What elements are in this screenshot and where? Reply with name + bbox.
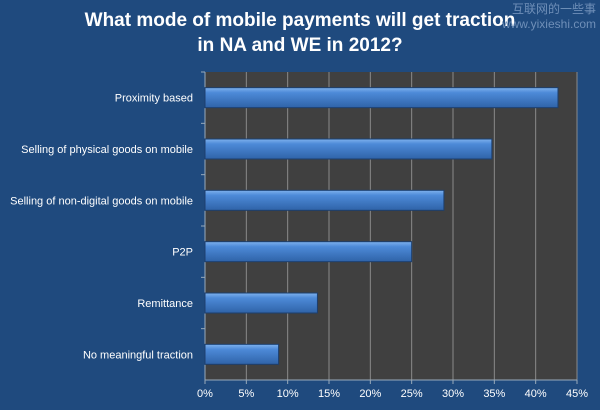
x-tick-label: 5% bbox=[238, 388, 254, 400]
category-label: Selling of physical goods on mobile bbox=[21, 144, 193, 156]
chart-title: What mode of mobile payments will get tr… bbox=[0, 8, 600, 58]
category-label: P2P bbox=[172, 247, 193, 259]
bar bbox=[204, 87, 559, 109]
category-label: No meaningful traction bbox=[83, 349, 193, 361]
x-tick-label: 30% bbox=[442, 388, 464, 400]
category-label: Proximity based bbox=[115, 93, 193, 105]
plot-area bbox=[205, 72, 577, 380]
category-label: Remittance bbox=[137, 298, 193, 310]
category-label: Selling of non-digital goods on mobile bbox=[10, 195, 193, 207]
x-tick-label: 35% bbox=[483, 388, 505, 400]
x-tick-label: 15% bbox=[318, 388, 340, 400]
bar bbox=[204, 292, 318, 314]
x-tick-label: 10% bbox=[277, 388, 299, 400]
bar bbox=[204, 189, 445, 211]
watermark-line-2: www.yixieshi.com bbox=[501, 17, 596, 31]
bar bbox=[204, 241, 413, 263]
title-line-1: What mode of mobile payments will get tr… bbox=[84, 10, 516, 31]
x-tick-label: 25% bbox=[401, 388, 423, 400]
bar bbox=[204, 343, 280, 365]
x-tick-label: 20% bbox=[359, 388, 381, 400]
bar bbox=[204, 138, 493, 160]
watermark: 互联网的一些事 www.yixieshi.com bbox=[502, 2, 596, 32]
x-tick-label: 45% bbox=[566, 388, 588, 400]
x-tick-label: 0% bbox=[197, 388, 213, 400]
title-line-2: in NA and WE in 2012? bbox=[197, 35, 403, 56]
x-tick-label: 40% bbox=[525, 388, 547, 400]
watermark-line-1: 互联网的一些事 bbox=[511, 2, 596, 16]
